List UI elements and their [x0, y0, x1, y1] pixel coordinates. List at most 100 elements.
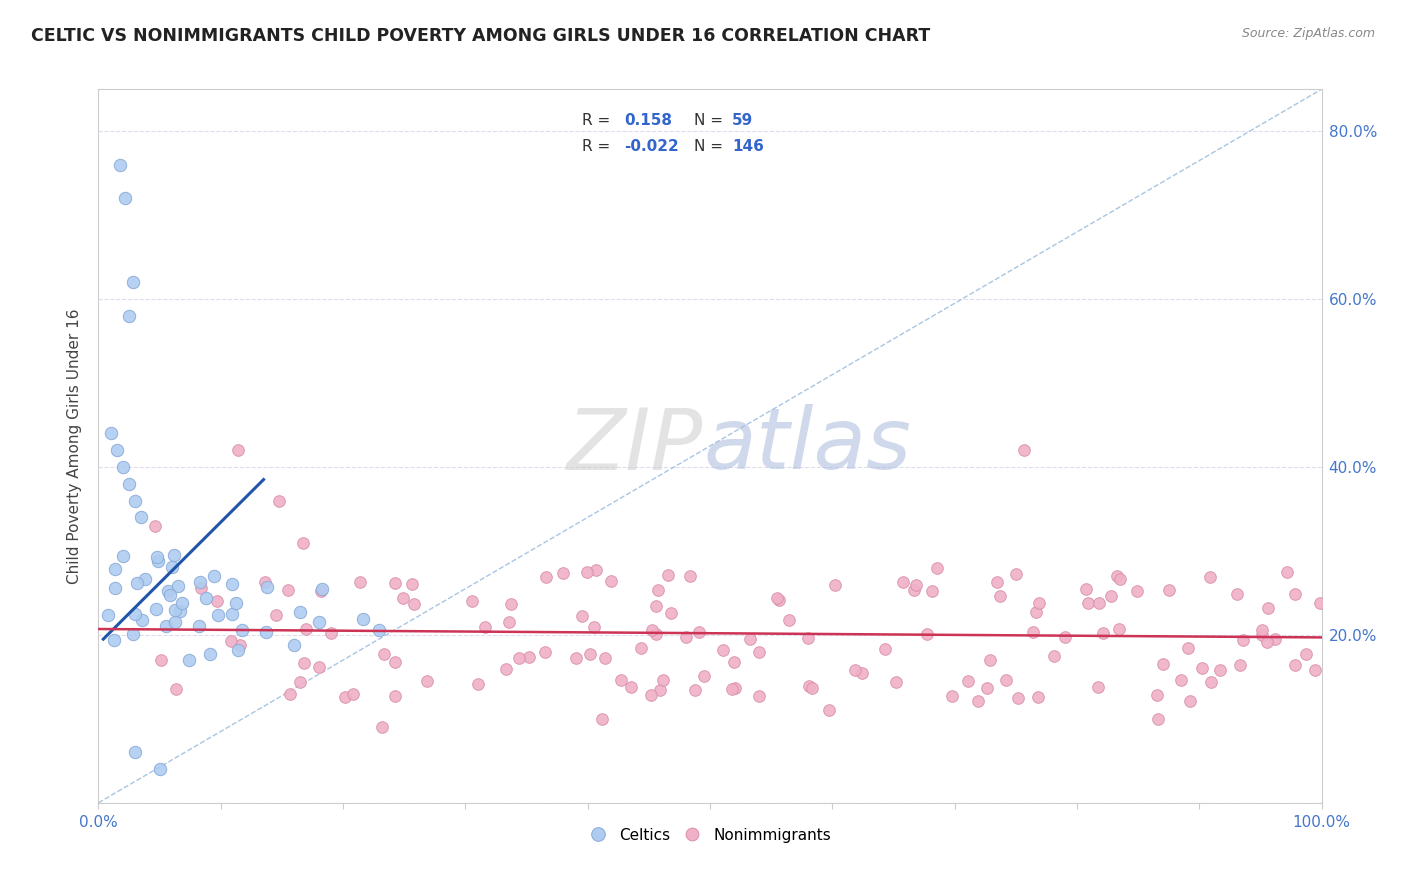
Point [571, 608, 593, 623]
Point [630, 640, 652, 655]
Point [292, 656, 315, 670]
Point [508, 651, 530, 665]
Point [269, 493, 291, 508]
Point [988, 589, 1011, 603]
Point [1077, 596, 1099, 610]
Point [256, 580, 278, 594]
Point [264, 608, 287, 623]
Point [1251, 628, 1274, 642]
Text: atlas: atlas [703, 404, 911, 488]
Point [801, 681, 824, 695]
Point [225, 596, 247, 610]
Point [149, 762, 172, 776]
Point [187, 619, 209, 633]
Point [551, 566, 574, 580]
Point [740, 632, 762, 646]
Point [797, 631, 820, 645]
Point [1232, 633, 1254, 648]
Point [1191, 660, 1213, 674]
Point [1284, 658, 1306, 673]
Point [724, 681, 747, 695]
Point [976, 681, 998, 695]
Point [536, 570, 558, 584]
Point [105, 443, 128, 458]
Point [925, 561, 948, 575]
Point [967, 694, 990, 708]
Y-axis label: Child Poverty Among Girls Under 16: Child Poverty Among Girls Under 16 [67, 309, 83, 583]
Point [1226, 586, 1249, 600]
Point [1256, 634, 1278, 648]
Point [134, 572, 156, 586]
Point [679, 569, 702, 583]
Point [124, 746, 146, 760]
Text: Source: ZipAtlas.com: Source: ZipAtlas.com [1241, 27, 1375, 40]
Point [641, 623, 664, 637]
Point [277, 582, 299, 597]
Point [384, 575, 406, 590]
Point [1303, 663, 1326, 677]
Point [657, 567, 679, 582]
Point [402, 597, 425, 611]
Point [1043, 648, 1066, 663]
Point [575, 565, 598, 579]
Point [112, 549, 135, 563]
Point [517, 649, 540, 664]
Point [1257, 601, 1279, 615]
Point [904, 578, 927, 592]
Point [533, 645, 555, 659]
Point [122, 627, 145, 641]
Point [177, 653, 200, 667]
Point [349, 574, 371, 589]
Point [384, 655, 406, 669]
Point [1309, 597, 1331, 611]
Point [195, 591, 218, 605]
Point [1199, 570, 1222, 584]
Point [1284, 586, 1306, 600]
Point [1264, 632, 1286, 646]
Point [146, 554, 169, 568]
Point [1088, 596, 1111, 610]
Text: N =: N = [695, 113, 728, 128]
Point [219, 633, 242, 648]
Point [1177, 641, 1199, 656]
Text: 146: 146 [733, 139, 763, 153]
Text: -0.022: -0.022 [624, 139, 679, 153]
Point [1229, 658, 1251, 673]
Point [957, 674, 980, 689]
Point [165, 681, 187, 696]
Point [207, 594, 229, 608]
Point [768, 592, 790, 607]
Point [1105, 569, 1128, 583]
Point [124, 607, 146, 621]
Point [188, 574, 211, 589]
Point [778, 613, 800, 627]
Point [202, 569, 225, 583]
Point [160, 560, 183, 574]
Point [167, 578, 190, 592]
Point [675, 630, 697, 644]
Point [1087, 681, 1109, 695]
Point [221, 577, 243, 591]
Point [157, 583, 180, 598]
Point [1101, 589, 1123, 603]
Point [1126, 584, 1149, 599]
Text: R =: R = [582, 139, 614, 153]
Point [688, 624, 710, 639]
Point [308, 615, 330, 629]
Point [921, 584, 943, 599]
Point [221, 607, 243, 621]
Point [1028, 596, 1050, 610]
Point [373, 647, 395, 661]
Point [1108, 622, 1130, 636]
Point [100, 426, 122, 441]
Point [994, 673, 1017, 687]
Point [1022, 624, 1045, 639]
Point [917, 627, 939, 641]
Point [1295, 647, 1317, 661]
Point [600, 574, 623, 589]
Text: N =: N = [695, 139, 728, 153]
Point [278, 687, 301, 701]
Point [460, 594, 482, 608]
Point [620, 680, 643, 694]
Point [114, 191, 136, 205]
